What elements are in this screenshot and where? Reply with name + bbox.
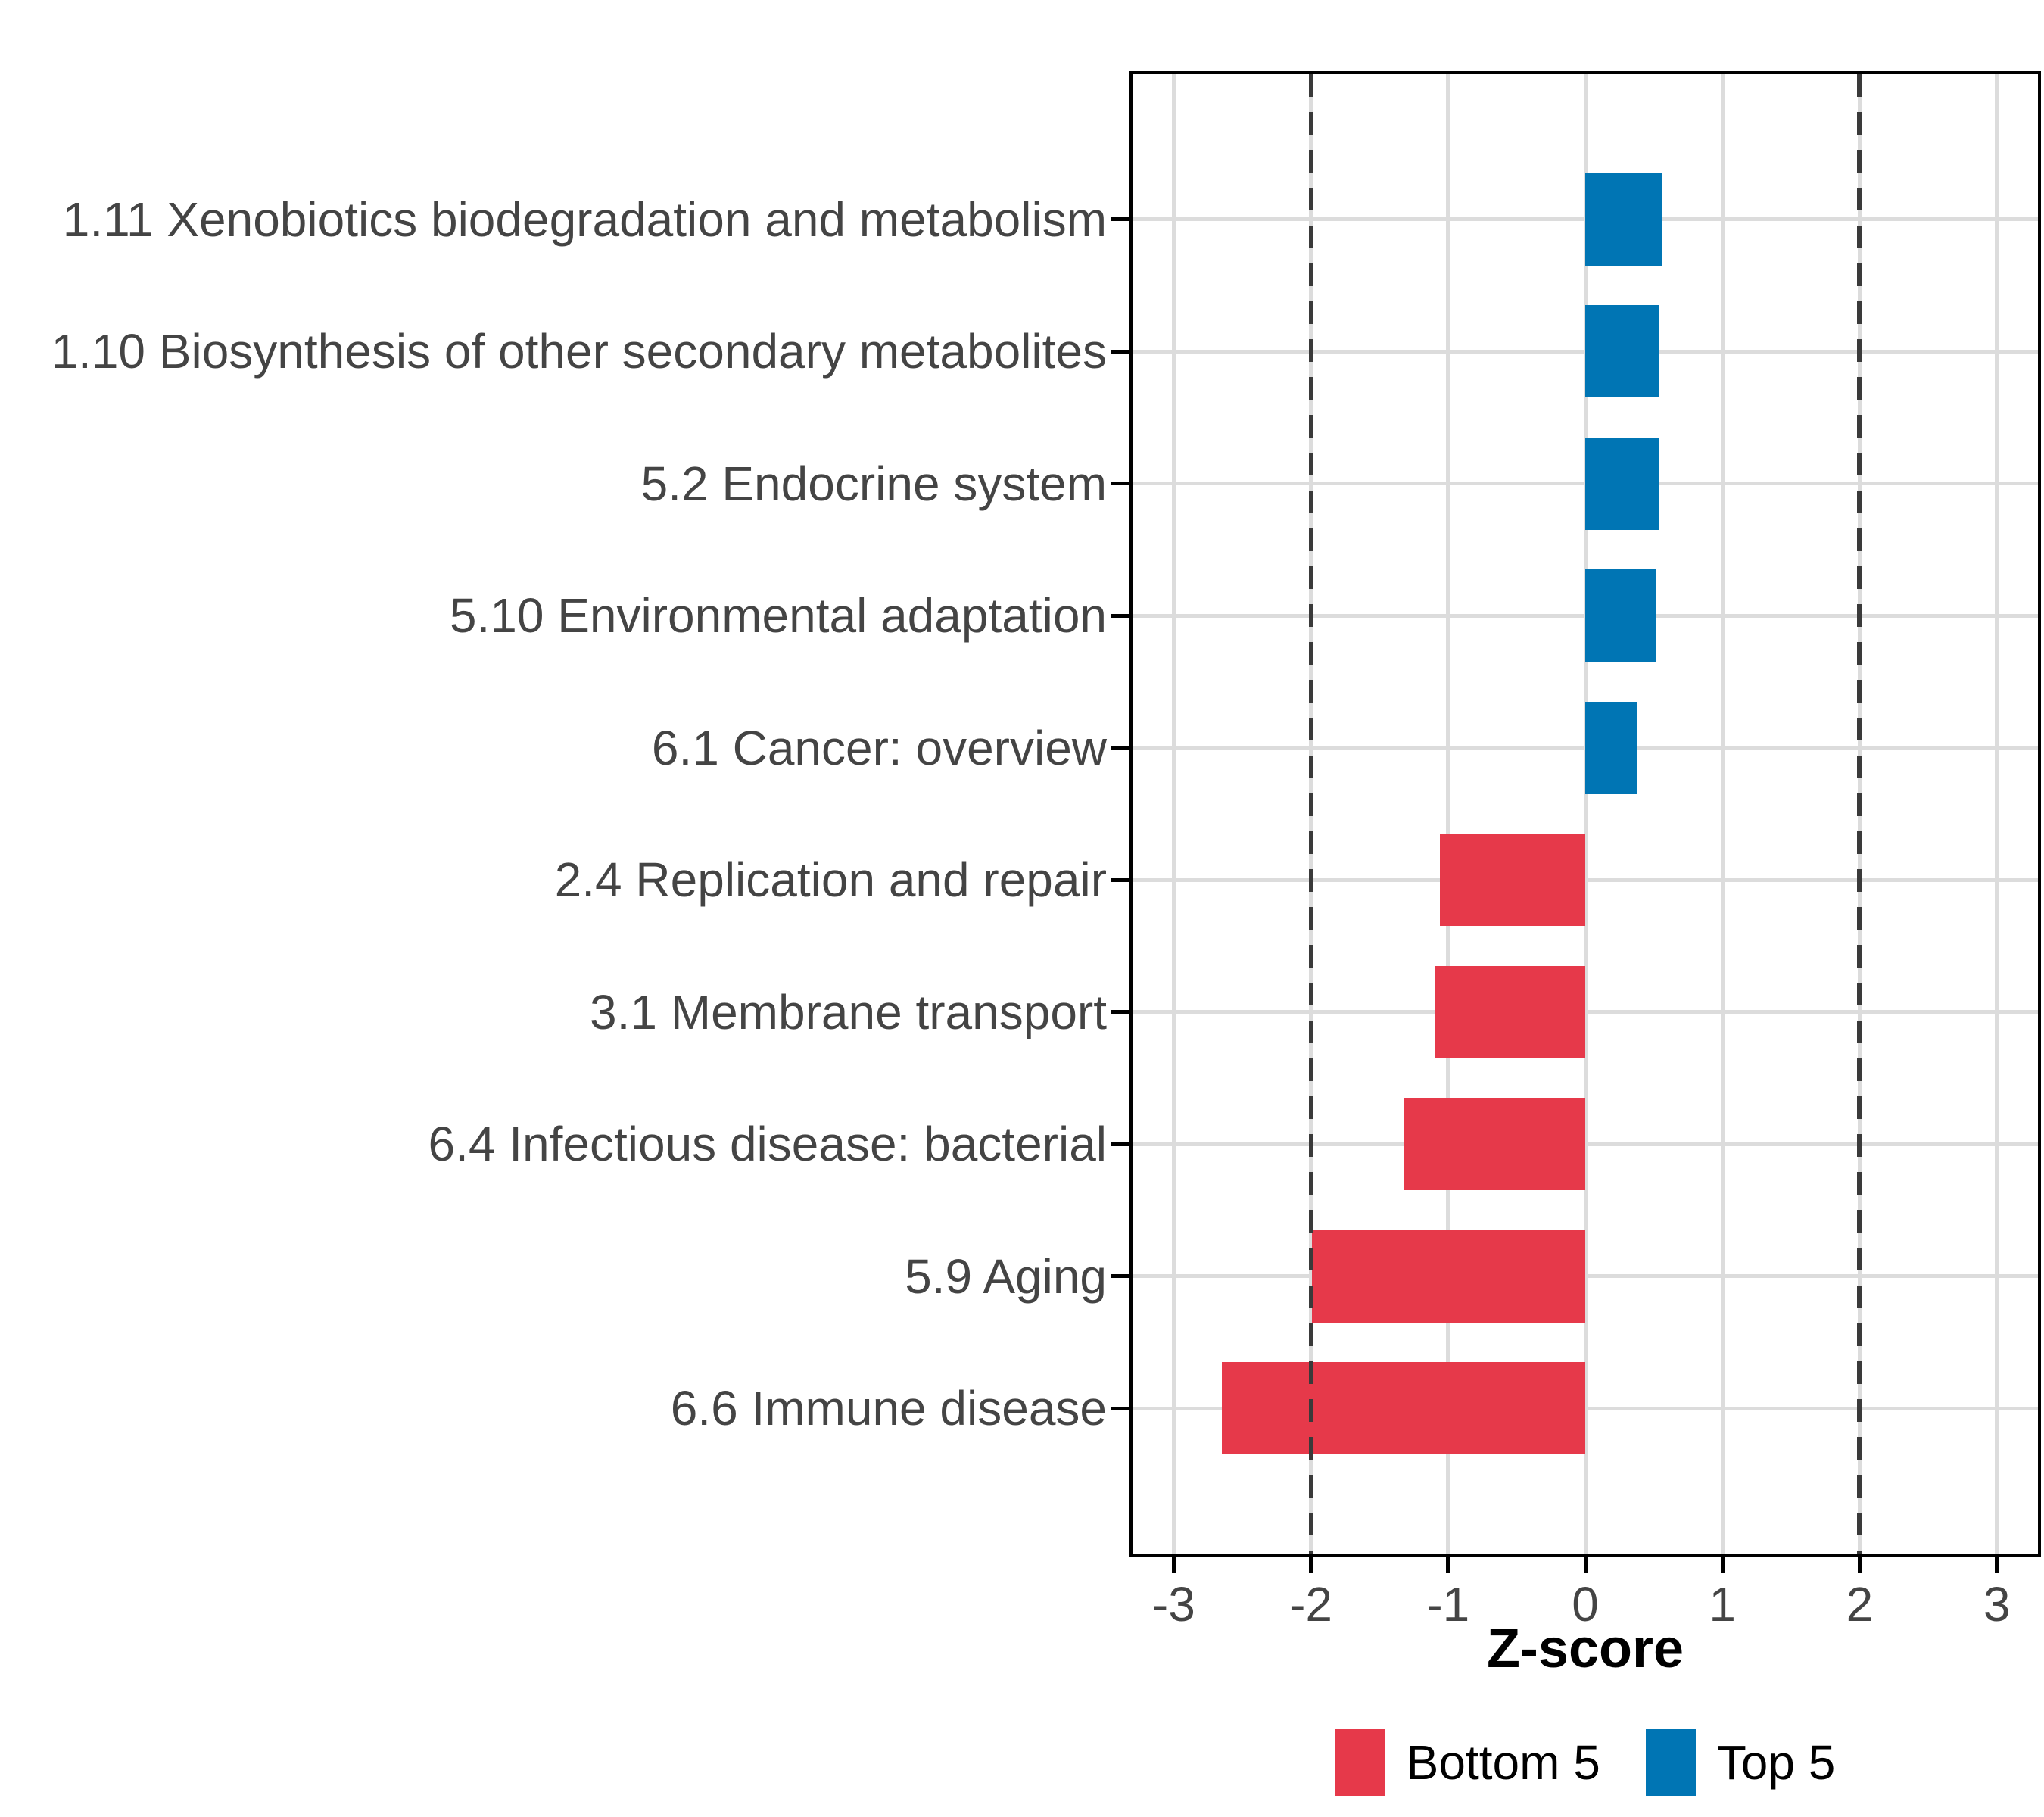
y-axis-tick-row0 [1111, 217, 1129, 222]
grid-line-y-row6 [1133, 1010, 2038, 1014]
y-axis-tick-row3 [1111, 613, 1129, 618]
x-axis-tick-1 [1720, 1557, 1725, 1573]
x-axis-tick-3 [1995, 1557, 1999, 1573]
category-label: 1.11 Xenobiotics biodegradation and meta… [62, 192, 1107, 247]
grid-line-x--3 [1171, 74, 1176, 1554]
bar-negative [1312, 1230, 1585, 1323]
x-tick-label-3: 3 [1983, 1577, 2011, 1632]
x-tick-label--2: -2 [1289, 1577, 1333, 1632]
category-label: 6.4 Infectious disease: bacterial [428, 1117, 1107, 1172]
x-axis-tick--2 [1309, 1557, 1313, 1573]
legend: Bottom 5 Top 5 [1129, 1728, 2041, 1797]
bar-positive [1585, 701, 1637, 794]
y-axis-tick-row8 [1111, 1274, 1129, 1279]
grid-line-y-row7 [1133, 1142, 2038, 1146]
x-tick-label--3: -3 [1151, 1577, 1195, 1632]
legend-label-top5: Top 5 [1716, 1735, 1836, 1790]
reference-line-2 [1857, 74, 1862, 1554]
category-label: 3.1 Membrane transport [590, 984, 1107, 1039]
grid-line-y-row9 [1133, 1406, 2038, 1410]
y-axis-tick-row1 [1111, 349, 1129, 354]
category-label: 5.9 Aging [905, 1248, 1107, 1304]
x-axis-title: Z-score [1486, 1619, 1684, 1679]
x-tick-label--1: -1 [1426, 1577, 1470, 1632]
grid-line-y-row8 [1133, 1274, 2038, 1279]
grid-line-x-0 [1583, 74, 1588, 1554]
category-label: 6.1 Cancer: overview [651, 720, 1107, 775]
bar-positive [1585, 569, 1657, 662]
bar-negative [1434, 965, 1585, 1058]
legend-item-bottom5: Bottom 5 [1335, 1729, 1600, 1796]
bar-negative [1404, 1098, 1585, 1191]
x-tick-label-1: 1 [1709, 1577, 1736, 1632]
x-tick-label-2: 2 [1846, 1577, 1874, 1632]
legend-item-top5: Top 5 [1645, 1729, 1836, 1796]
bar-negative [1439, 834, 1585, 927]
bar-positive [1585, 173, 1662, 266]
y-axis-tick-row2 [1111, 482, 1129, 486]
x-axis-tick-0 [1583, 1557, 1588, 1573]
y-axis-tick-row4 [1111, 746, 1129, 750]
grid-line-x-1 [1720, 74, 1725, 1554]
legend-label-bottom5: Bottom 5 [1406, 1735, 1600, 1790]
category-label: 6.6 Immune disease [670, 1381, 1107, 1436]
grid-line-x-3 [1995, 74, 1999, 1554]
grid-line-y-row5 [1133, 877, 2038, 882]
category-label: 1.10 Biosynthesis of other secondary met… [51, 324, 1107, 379]
x-axis-tick--3 [1171, 1557, 1176, 1573]
x-axis-tick--1 [1446, 1557, 1450, 1573]
bar-positive [1585, 305, 1659, 398]
category-label: 2.4 Replication and repair [554, 852, 1107, 908]
y-axis-tick-row9 [1111, 1406, 1129, 1410]
y-axis-tick-row7 [1111, 1142, 1129, 1146]
bar-positive [1585, 437, 1659, 530]
y-axis-tick-row6 [1111, 1010, 1129, 1014]
category-label: 5.10 Environmental adaptation [449, 588, 1107, 644]
category-label: 5.2 Endocrine system [640, 456, 1107, 511]
legend-swatch-bottom5 [1335, 1729, 1385, 1796]
x-tick-label-0: 0 [1572, 1577, 1599, 1632]
reference-line--2 [1308, 74, 1313, 1554]
legend-swatch-top5 [1645, 1729, 1696, 1796]
grid-line-x--1 [1446, 74, 1450, 1554]
bar-negative [1221, 1362, 1585, 1455]
plot-panel [1129, 71, 2041, 1557]
x-axis-tick-2 [1857, 1557, 1862, 1573]
y-axis-tick-row5 [1111, 877, 1129, 882]
